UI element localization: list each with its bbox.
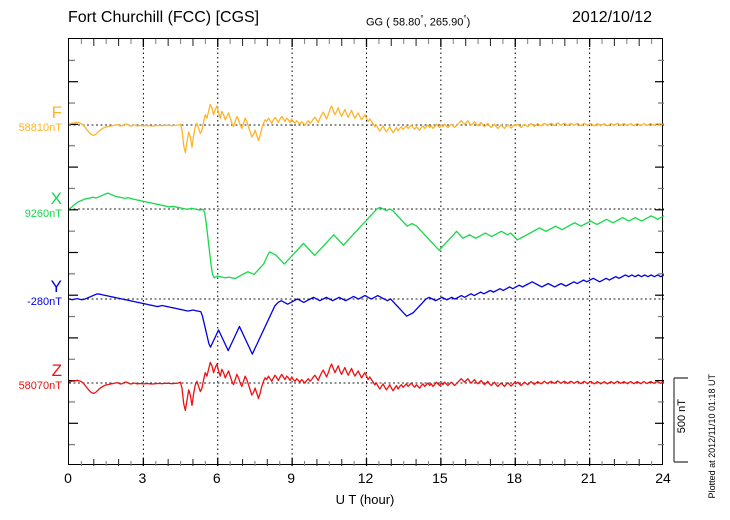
geographic-coordinates: GG ( 58.80°, 265.90°) (366, 14, 470, 29)
component-baseline-y: -280nT (27, 296, 62, 308)
trace-x (69, 192, 664, 280)
component-baseline-z: 58070nT (18, 380, 62, 392)
trace-f (69, 103, 664, 154)
component-baseline-x: 9260nT (24, 208, 62, 220)
magnetogram-plot (69, 39, 664, 466)
component-symbol-y: Y (50, 277, 62, 296)
observation-date: 2012/10/12 (572, 9, 653, 26)
trace-group (69, 103, 664, 412)
x-axis-title: U T (hour) (335, 492, 395, 507)
plot-frame (68, 38, 664, 466)
scale-bar (672, 377, 694, 463)
trace-y (69, 274, 664, 355)
component-symbol-z: Z (51, 361, 62, 380)
x-tick-label: 6 (212, 470, 221, 486)
x-tick-label: 15 (432, 470, 448, 486)
geo-coords-close: ) (466, 16, 471, 29)
x-tick-label: 9 (287, 470, 296, 486)
plotted-at-stamp: Plotted at 2012/11/10 01:18 UT (707, 374, 717, 499)
x-tick-label: 18 (506, 470, 523, 486)
scale-bar-label: 500 nT (676, 399, 688, 434)
axis-ticks (69, 39, 664, 466)
component-label-f: F 58810nT (0, 104, 62, 134)
degree-symbol-lat: ° (420, 14, 424, 23)
component-label-x: X 9260nT (0, 190, 62, 220)
x-tick-label: 24 (655, 470, 671, 486)
trace-z (69, 361, 664, 412)
component-baseline-f: 58810nT (18, 122, 62, 134)
geo-coords-lat: GG ( 58.80 (366, 16, 421, 29)
gridlines (142, 39, 591, 466)
x-tick-label: 0 (64, 470, 72, 486)
page-title: Fort Churchill (FCC) [CGS] (68, 9, 260, 26)
x-tick-label: 21 (580, 470, 597, 486)
x-tick-label: 12 (357, 470, 374, 486)
component-label-y: Y -280nT (0, 278, 62, 308)
degree-symbol-lon: ° (463, 14, 467, 23)
component-symbol-f: F (51, 103, 62, 122)
component-label-z: Z 58070nT (0, 362, 62, 392)
component-symbol-x: X (50, 189, 62, 208)
geo-coords-lon: , 265.90 (423, 16, 464, 29)
baseline-reference-lines (69, 124, 664, 384)
x-tick-label: 3 (138, 470, 147, 486)
